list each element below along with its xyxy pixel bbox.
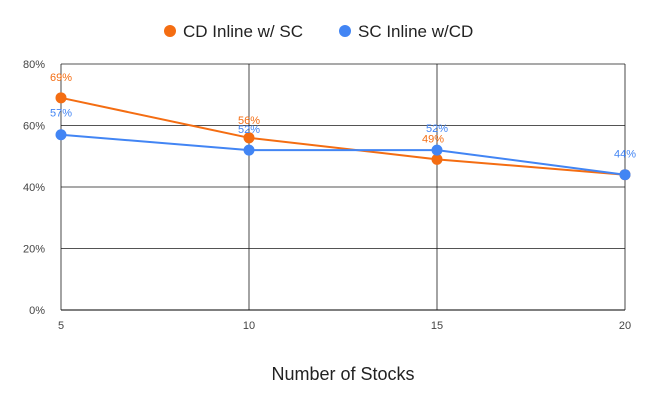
data-label-sc-inline: 52% (426, 123, 448, 135)
data-label-sc-inline: 57% (50, 108, 72, 120)
legend-label-sc-inline: SC Inline w/CD (358, 22, 473, 41)
data-point-sc-inline (619, 169, 631, 181)
data-label-sc-inline: 44% (614, 149, 636, 161)
data-point-cd-inline (431, 153, 443, 165)
y-tick-label: 40% (23, 182, 45, 194)
gridlines (60, 63, 626, 311)
legend: CD Inline w/ SC SC Inline w/CD (164, 22, 473, 41)
y-axis-ticks: 0% 20% 40% 60% 80% (23, 59, 45, 317)
data-label-sc-inline: 52% (238, 124, 260, 136)
x-tick-label: 15 (431, 320, 443, 332)
x-axis-ticks: 5 10 15 20 (58, 320, 631, 332)
series-layer (55, 92, 631, 181)
x-tick-label: 10 (243, 320, 255, 332)
data-point-cd-inline (243, 132, 255, 144)
y-tick-label: 60% (23, 121, 45, 133)
data-labels: 69% 56% 49% 57% 52% 52% 44% (50, 72, 636, 161)
data-label-cd-inline: 49% (422, 133, 444, 145)
data-point-sc-inline (55, 129, 67, 141)
legend-label-cd-inline: CD Inline w/ SC (183, 22, 303, 41)
series-line-cd-inline (60, 96, 626, 176)
data-label-cd-inline: 69% (50, 72, 72, 84)
series-line-sc-inline (60, 133, 626, 176)
x-tick-label: 20 (619, 320, 631, 332)
x-tick-label: 5 (58, 320, 64, 332)
x-axis-title: Number of Stocks (271, 364, 414, 384)
legend-marker-sc-inline (339, 25, 351, 37)
data-point-sc-inline (431, 144, 443, 156)
y-tick-label: 20% (23, 244, 45, 256)
data-point-sc-inline (243, 144, 255, 156)
y-tick-label: 80% (23, 59, 45, 71)
data-label-cd-inline: 56% (238, 115, 260, 127)
data-point-cd-inline (55, 92, 67, 104)
y-tick-label: 0% (29, 305, 45, 317)
legend-marker-cd-inline (164, 25, 176, 37)
